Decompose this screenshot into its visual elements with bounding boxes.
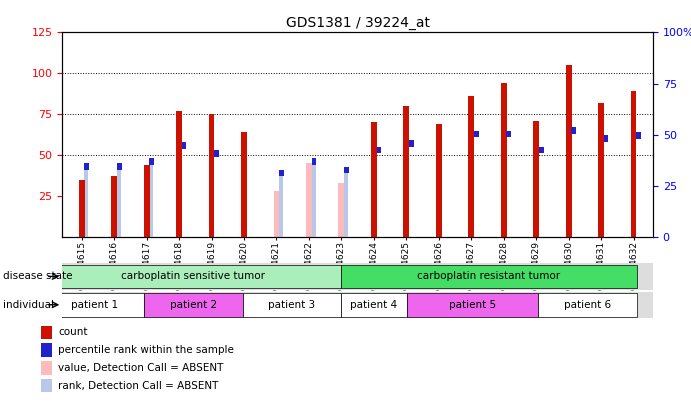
- Bar: [312, 158, 316, 165]
- Bar: [598, 103, 604, 237]
- Bar: [377, 147, 381, 153]
- Bar: [533, 121, 539, 237]
- Bar: [274, 191, 279, 237]
- Text: value, Detection Call = ABSENT: value, Detection Call = ABSENT: [58, 363, 224, 373]
- Bar: [144, 293, 243, 317]
- Bar: [312, 162, 316, 237]
- Bar: [241, 132, 247, 237]
- Bar: [339, 183, 344, 237]
- Text: individual: individual: [3, 300, 55, 310]
- Bar: [111, 177, 117, 237]
- Bar: [306, 163, 312, 237]
- Bar: [279, 170, 284, 177]
- Bar: [344, 166, 349, 173]
- Text: carboplatin resistant tumor: carboplatin resistant tumor: [417, 271, 560, 281]
- Bar: [344, 166, 349, 173]
- Bar: [404, 106, 409, 237]
- Bar: [474, 130, 479, 137]
- Bar: [538, 293, 636, 317]
- Bar: [176, 111, 182, 237]
- Text: carboplatin sensitive tumor: carboplatin sensitive tumor: [122, 271, 265, 281]
- Bar: [371, 122, 377, 237]
- Bar: [117, 166, 121, 237]
- Bar: [84, 163, 89, 170]
- Bar: [46, 264, 341, 288]
- Bar: [111, 177, 117, 237]
- Bar: [46, 293, 144, 317]
- Text: patient 3: patient 3: [268, 300, 316, 310]
- Bar: [436, 124, 442, 237]
- Bar: [636, 132, 641, 139]
- Bar: [41, 379, 52, 392]
- Text: count: count: [58, 328, 88, 337]
- Text: disease state: disease state: [3, 271, 73, 281]
- Bar: [117, 163, 122, 170]
- Bar: [149, 158, 154, 165]
- Bar: [468, 96, 474, 237]
- Text: percentile rank within the sample: percentile rank within the sample: [58, 345, 234, 355]
- Bar: [279, 173, 283, 237]
- Bar: [84, 163, 89, 170]
- Title: GDS1381 / 39224_at: GDS1381 / 39224_at: [285, 16, 430, 30]
- Bar: [182, 142, 187, 149]
- Bar: [501, 83, 507, 237]
- Bar: [243, 293, 341, 317]
- Bar: [84, 166, 88, 237]
- Bar: [41, 361, 52, 375]
- Bar: [149, 158, 154, 165]
- Text: rank, Detection Call = ABSENT: rank, Detection Call = ABSENT: [58, 381, 218, 390]
- Bar: [344, 170, 348, 237]
- Bar: [566, 65, 571, 237]
- Bar: [144, 165, 149, 237]
- Bar: [341, 293, 407, 317]
- Bar: [279, 170, 284, 177]
- Bar: [539, 147, 544, 153]
- Text: patient 4: patient 4: [350, 300, 397, 310]
- Bar: [631, 91, 636, 237]
- Bar: [144, 165, 149, 237]
- Bar: [571, 127, 576, 134]
- Text: patient 1: patient 1: [71, 300, 119, 310]
- Bar: [41, 326, 52, 339]
- Bar: [312, 158, 316, 165]
- Text: patient 6: patient 6: [564, 300, 611, 310]
- Bar: [209, 114, 214, 237]
- Bar: [117, 163, 122, 170]
- Bar: [41, 343, 52, 357]
- Bar: [79, 180, 84, 237]
- Bar: [79, 180, 84, 237]
- Bar: [604, 136, 609, 142]
- Text: patient 2: patient 2: [170, 300, 217, 310]
- Text: patient 5: patient 5: [449, 300, 496, 310]
- Bar: [214, 150, 219, 157]
- Bar: [409, 141, 414, 147]
- Bar: [149, 162, 153, 237]
- Bar: [407, 293, 538, 317]
- Bar: [507, 130, 511, 137]
- Bar: [341, 264, 636, 288]
